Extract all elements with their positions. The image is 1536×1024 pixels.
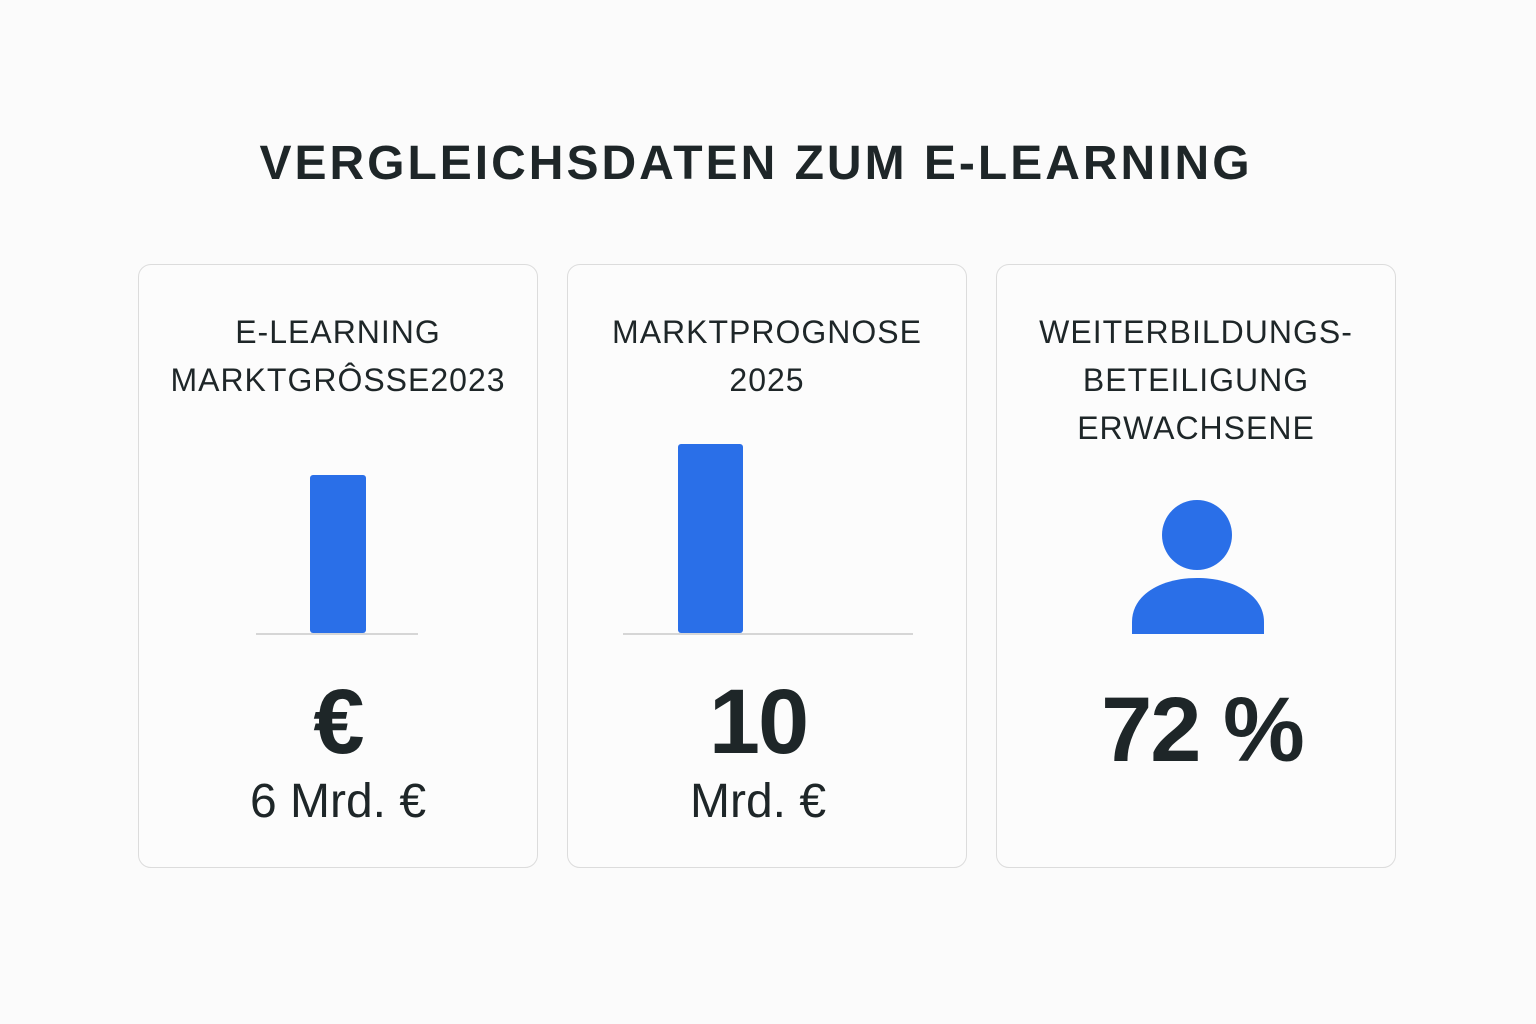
bar-baseline	[623, 633, 913, 635]
card-title: WEITERBILDUNGS- BETEILIGUNG ERWACHSENE	[996, 308, 1396, 452]
bar-baseline	[256, 633, 418, 635]
card-title-line: ERWACHSENE	[1077, 410, 1315, 446]
card-big-value: 10	[708, 671, 809, 773]
card-title-line: MARKTGRÔSSE2023	[170, 362, 506, 398]
card-title-line: WEITERBILDUNGS-	[1039, 314, 1353, 350]
card-title-line: BETEILIGUNG	[1082, 362, 1310, 398]
person-icon	[1132, 500, 1264, 634]
card-title-line: E-LEARNING	[235, 314, 441, 350]
card-title-line: MARKTPROGNOSE	[612, 314, 922, 350]
card-market-forecast-2025	[567, 264, 967, 868]
card-value: 6 Mrd. €	[249, 775, 427, 828]
page-title: VERGLEICHSDATEN ZUM E-LEARNING	[259, 137, 1253, 190]
card-title: MARKTPROGNOSE 2025	[567, 308, 967, 404]
bar-market-2025	[678, 444, 743, 633]
card-title-line: 2025	[729, 362, 805, 398]
card-big-value: 72 %	[1101, 679, 1305, 781]
euro-icon: €	[313, 671, 364, 773]
card-title: E-LEARNING MARKTGRÔSSE2023	[138, 308, 538, 404]
card-value: Mrd. €	[689, 775, 827, 828]
bar-market-2023	[310, 474, 366, 633]
